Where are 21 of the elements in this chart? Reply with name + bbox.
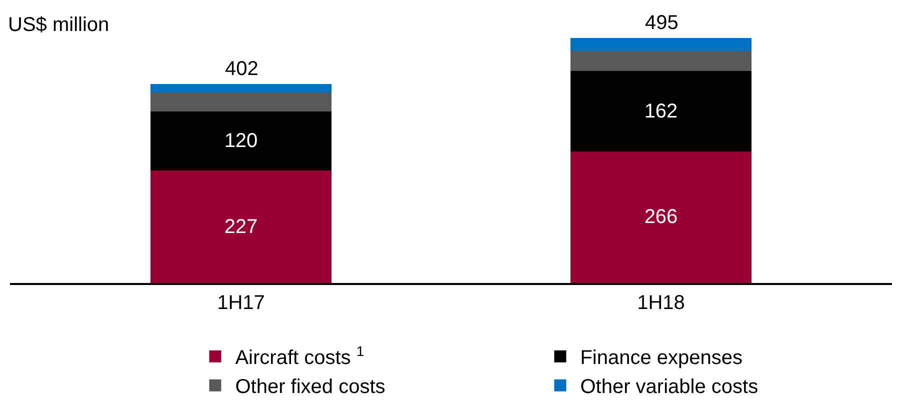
bar [570,71,752,152]
legend-label: Other variable costs [580,376,758,398]
x-tick-label: 1H18 [637,292,685,314]
x-tick-label: 1H17 [217,292,265,314]
data-label: 120 [224,130,258,152]
bar [150,84,332,92]
bar [150,170,332,283]
y-axis-title: US$ million [8,14,110,36]
data-label: 227 [224,216,258,238]
bar [570,151,752,283]
bar [570,50,752,72]
legend-label: Other fixed costs [235,376,386,398]
data-label: 162 [644,100,678,122]
legend-label: Finance expenses [580,347,743,370]
bar [570,38,752,51]
data-label: 266 [644,206,678,228]
total-label: 402 [225,58,258,80]
bar [150,92,332,112]
bar [150,111,332,171]
total-label: 495 [645,12,678,34]
legend-label: Aircraft costs $^{1}$ [235,342,364,370]
